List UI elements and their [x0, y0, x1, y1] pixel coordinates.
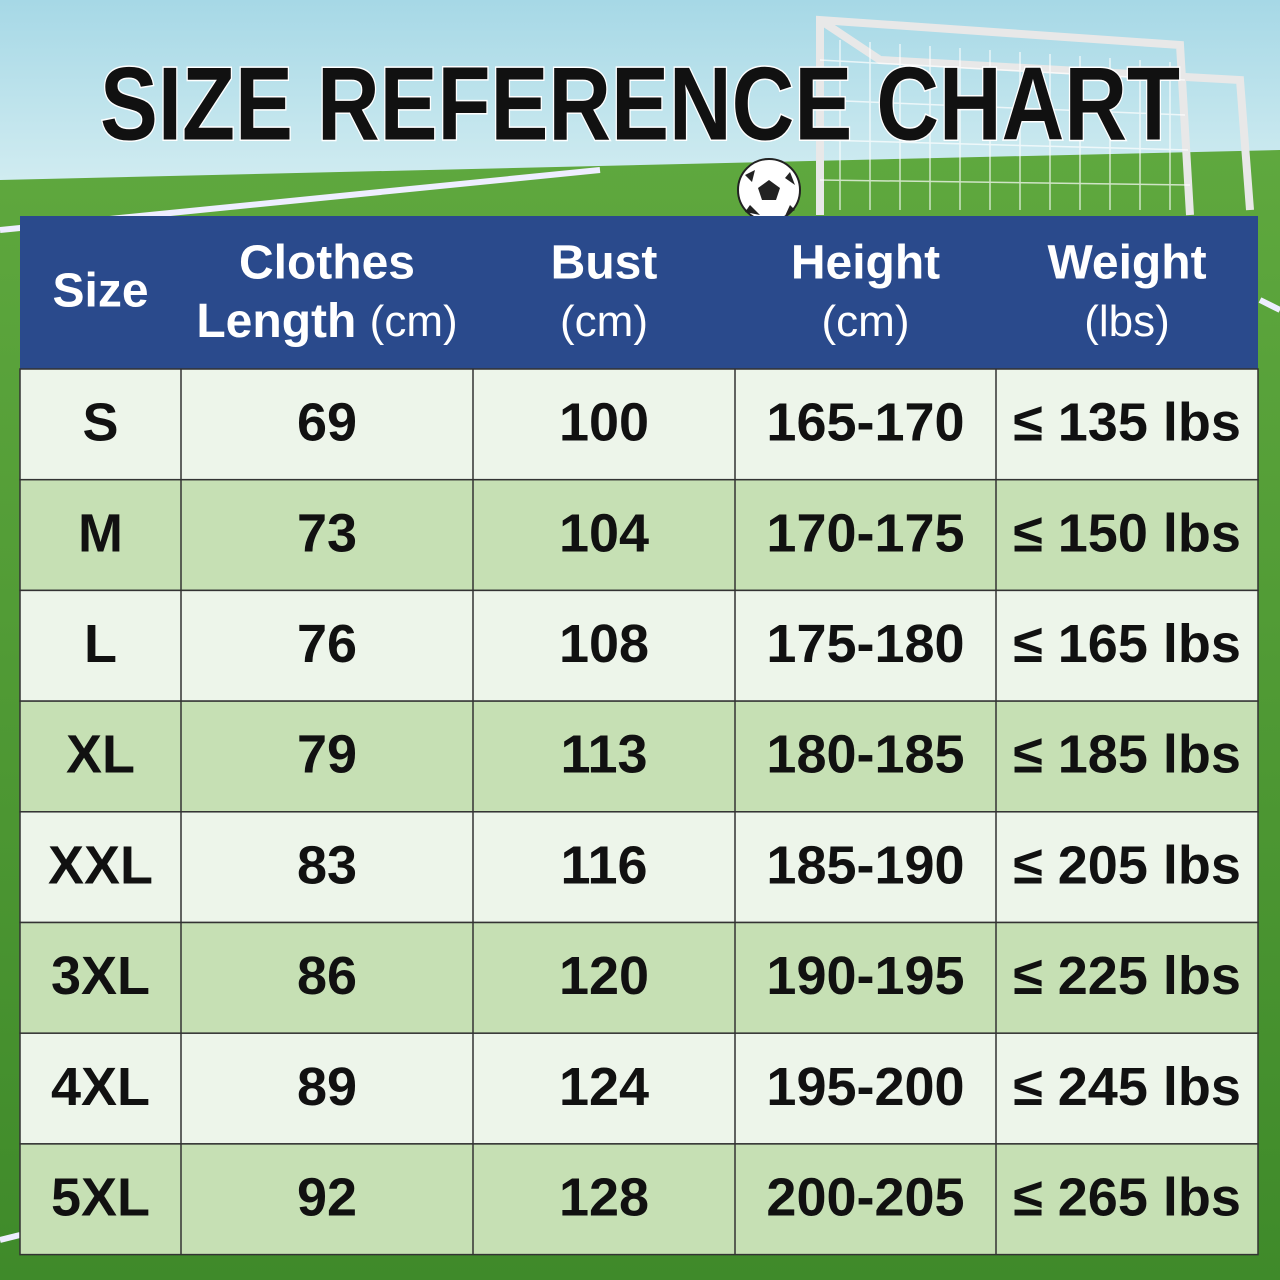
- table-row: [19, 1143, 1259, 1256]
- cell-text: ≤ 245 lbs: [1013, 1057, 1241, 1117]
- header-label: (lbs): [1084, 297, 1170, 346]
- header-label: (cm): [560, 297, 648, 346]
- cell-text: 89: [297, 1057, 357, 1117]
- header-row: [20, 216, 1258, 369]
- cell-text: ≤ 265 lbs: [1013, 1168, 1241, 1228]
- cell-text: 185-190: [766, 835, 964, 895]
- cell-text: ≤ 185 lbs: [1013, 725, 1241, 785]
- header-label: (cm): [822, 297, 910, 346]
- cell-text: 83: [297, 835, 357, 895]
- cell-text: M: [78, 503, 123, 563]
- header-label: Clothes: [239, 237, 415, 290]
- cell-text: S: [82, 393, 118, 453]
- header-label: Weight: [1047, 237, 1206, 290]
- cell-text: 76: [297, 614, 357, 674]
- cell-text: 120: [559, 946, 649, 1006]
- header-unit: (cm): [370, 297, 458, 346]
- cell-text: 73: [297, 503, 357, 563]
- cell-text: 116: [560, 835, 647, 895]
- cell-text: ≤ 165 lbs: [1013, 614, 1241, 674]
- cell-text: 86: [297, 946, 357, 1006]
- cell-text: 4XL: [51, 1057, 150, 1117]
- cell-text: 170-175: [766, 503, 964, 563]
- title: SIZE REFERENCE CHART: [100, 46, 1180, 162]
- header-label: Bust: [551, 237, 658, 290]
- cell-text: 104: [559, 503, 649, 563]
- cell-text: ≤ 225 lbs: [1013, 946, 1241, 1006]
- cell-text: 180-185: [766, 725, 964, 785]
- cell-text: 165-170: [766, 393, 964, 453]
- header-label: Length (cm): [196, 295, 457, 348]
- cell-text: 5XL: [51, 1168, 150, 1228]
- header-unit: (cm): [822, 297, 910, 346]
- cell-text: ≤ 150 lbs: [1013, 503, 1241, 563]
- cell-text: XL: [66, 725, 135, 785]
- cell-text: 108: [559, 614, 649, 674]
- table-row: [19, 921, 1259, 1034]
- cell-text: 128: [559, 1168, 649, 1228]
- cell-text: 69: [297, 393, 357, 453]
- cell-text: ≤ 135 lbs: [1013, 393, 1241, 453]
- cell-text: 113: [560, 725, 647, 785]
- cell-text: ≤ 205 lbs: [1013, 835, 1241, 895]
- header-unit: (lbs): [1084, 297, 1170, 346]
- cell-text: 100: [559, 393, 649, 453]
- table-row: [19, 589, 1259, 702]
- goal: [816, 15, 1254, 216]
- cell-text: L: [84, 614, 117, 674]
- cell-text: XXL: [48, 835, 153, 895]
- table-row: [19, 368, 1259, 481]
- table-row: [19, 1032, 1259, 1145]
- header-label: Size: [52, 265, 148, 318]
- cell-text: 124: [559, 1057, 649, 1117]
- soccer-ball: [737, 158, 801, 222]
- header-unit: (cm): [560, 297, 648, 346]
- cell-text: 92: [297, 1168, 357, 1228]
- table-row: [19, 811, 1259, 924]
- cell-text: 200-205: [766, 1168, 964, 1228]
- header-label: Height: [791, 237, 940, 290]
- cell-text: 3XL: [51, 946, 150, 1006]
- cell-text: 190-195: [766, 946, 964, 1006]
- cell-text: 195-200: [766, 1057, 964, 1117]
- header-label: Length: [196, 295, 356, 348]
- cell-text: 79: [297, 725, 357, 785]
- cell-text: 175-180: [766, 614, 964, 674]
